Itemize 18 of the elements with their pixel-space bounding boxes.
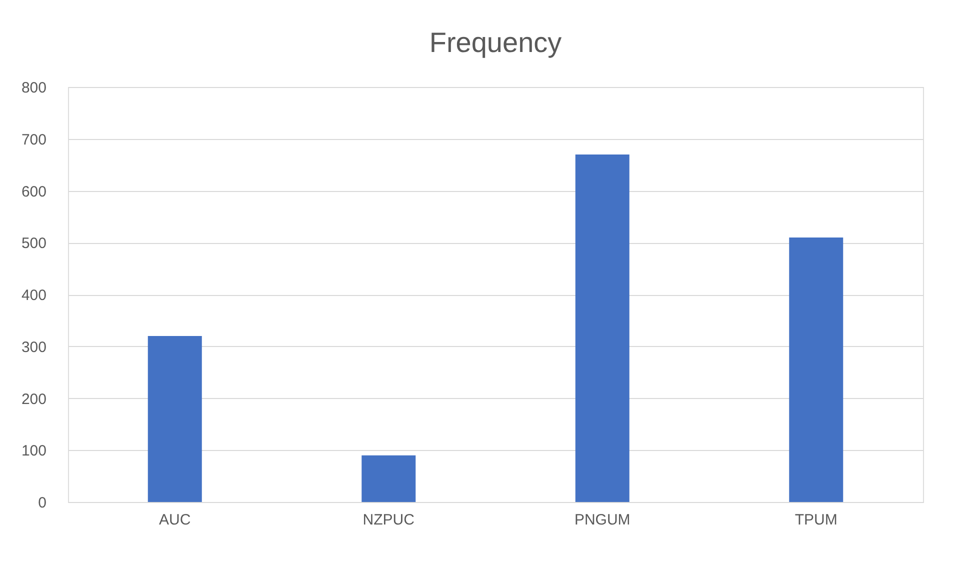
y-tick-label: 100	[21, 442, 46, 460]
bar	[362, 455, 416, 502]
y-tick-label: 300	[21, 338, 46, 356]
bar	[148, 336, 202, 502]
x-tick-label: NZPUC	[362, 512, 415, 528]
y-tick-label: 600	[21, 183, 46, 200]
x-tick-label: AUC	[159, 512, 191, 528]
y-tick-label: 400	[21, 287, 46, 304]
y-tick-label: 700	[21, 131, 46, 148]
chart-title: Frequency	[429, 27, 562, 58]
x-tick-label: PNGUM	[574, 512, 630, 528]
x-tick-label: TPUM	[794, 512, 838, 528]
y-tick-label: 500	[21, 235, 46, 252]
y-tick-label: 0	[38, 494, 46, 512]
y-tick-label: 200	[21, 390, 46, 408]
bar	[789, 237, 844, 502]
y-tick-label: 800	[21, 80, 46, 96]
bar	[575, 154, 630, 502]
